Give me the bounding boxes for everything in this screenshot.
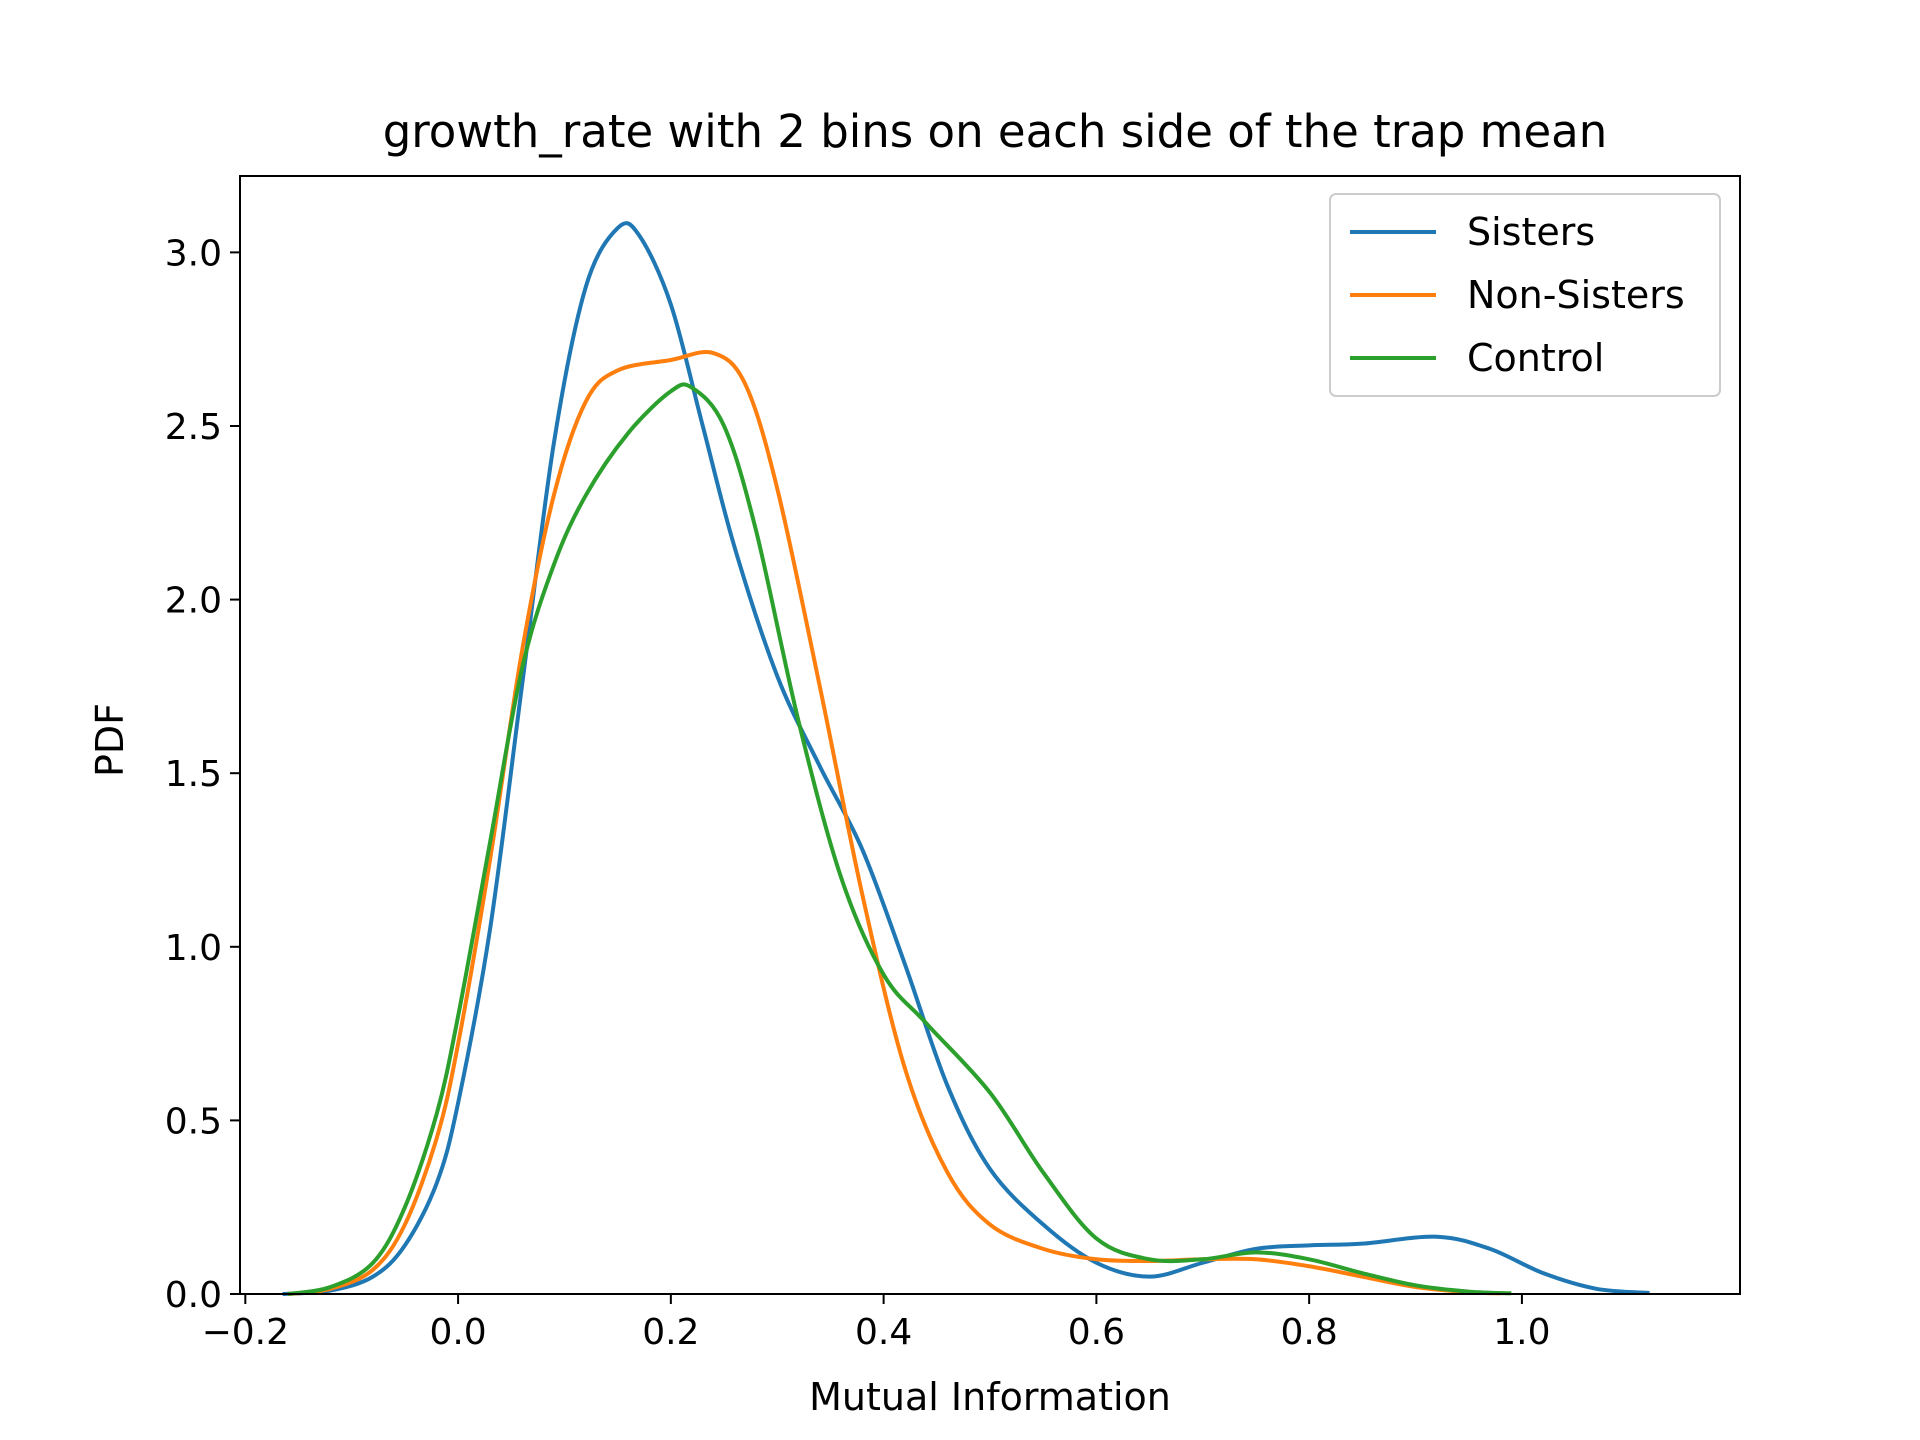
plot-frame	[239, 175, 1741, 1295]
y-tick-label: 2.5	[165, 407, 222, 448]
chart-title: growth_rate with 2 bins on each side of …	[383, 105, 1608, 158]
y-tick-label: 3.0	[165, 233, 222, 274]
y-axis-ticks: 0.0 0.5 1.0 1.5 2.0 2.5 3.0	[165, 233, 240, 1316]
x-axis-label: Mutual Information	[809, 1375, 1171, 1419]
legend-label: Non-Sisters	[1467, 273, 1685, 317]
x-axis-ticks: −0.2 0.0 0.2 0.4 0.6 0.8 1.0	[202, 1294, 1551, 1353]
legend: Sisters Non-Sisters Control	[1329, 193, 1721, 397]
y-tick-label: 1.0	[165, 928, 222, 969]
x-tick-label: 0.6	[1068, 1312, 1125, 1353]
legend-label: Control	[1467, 336, 1604, 380]
x-tick-label: 0.2	[642, 1312, 699, 1353]
legend-box	[1329, 193, 1721, 397]
y-axis-label: PDF	[88, 703, 132, 777]
y-tick-label: 2.0	[165, 581, 222, 622]
y-tick-label: 1.5	[165, 754, 222, 795]
y-tick-label: 0.5	[165, 1101, 222, 1142]
y-tick-label: 0.0	[165, 1275, 222, 1316]
x-tick-label: 1.0	[1493, 1312, 1550, 1353]
series-line-control	[287, 382, 1512, 1296]
x-tick-label: 0.8	[1281, 1312, 1338, 1353]
x-tick-label: 0.0	[429, 1312, 486, 1353]
x-tick-label: 0.4	[855, 1312, 912, 1353]
series-line-sisters	[282, 221, 1650, 1296]
legend-label: Sisters	[1467, 210, 1595, 254]
x-tick-label: −0.2	[202, 1312, 289, 1353]
plot-area	[282, 221, 1650, 1296]
